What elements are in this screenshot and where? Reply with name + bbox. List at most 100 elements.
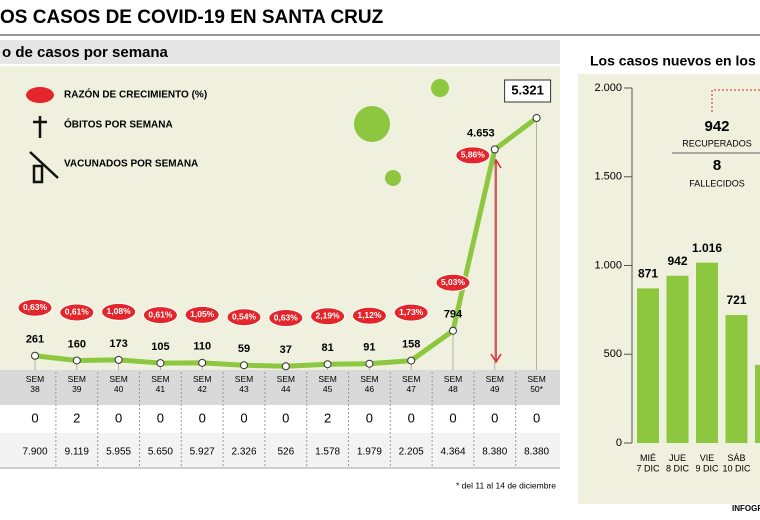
point	[114, 355, 123, 364]
value-label: 110	[193, 341, 211, 353]
week-label: SEM 41	[151, 374, 169, 394]
growth-ellipse	[393, 303, 429, 322]
week-label: SEM 40	[109, 374, 127, 394]
annotation: RECUPERADOS	[682, 138, 752, 148]
growth-ellipse	[184, 305, 220, 324]
value-label: 794	[444, 309, 463, 321]
virus-decoration	[354, 79, 449, 186]
point	[240, 361, 248, 370]
growth-ellipse	[101, 302, 137, 321]
growth-ellipse	[310, 307, 346, 326]
vaccinated-value: 4.364	[440, 447, 465, 458]
growth-ellipse	[435, 273, 471, 292]
y-tick-label: 1.500	[594, 171, 622, 183]
week-label: SEM 43	[235, 374, 253, 394]
legend-syringe	[29, 151, 59, 184]
bar	[725, 315, 748, 443]
point	[532, 114, 541, 122]
vaccinated-value: 8.380	[524, 447, 549, 458]
value-label: 158	[402, 338, 420, 350]
growth-label: 2,19%	[316, 310, 341, 320]
growth-label: 5,03%	[441, 277, 466, 287]
week-label: SEM 46	[360, 374, 378, 394]
y-tick-label: 500	[604, 348, 622, 360]
deaths-value: 0	[366, 410, 373, 425]
point	[156, 359, 165, 368]
legend-cross	[33, 116, 47, 138]
vaccinated-value: 5.955	[106, 447, 131, 458]
vaccinated-value: 1.578	[315, 447, 340, 458]
growth-ellipse	[142, 306, 178, 325]
value-label: 4.653	[467, 127, 495, 139]
vaccinated-value: 9.119	[65, 447, 90, 458]
vaccinated-value: 526	[277, 447, 294, 458]
value-label: 261	[26, 334, 44, 346]
growth-label: 0,61%	[65, 307, 90, 317]
growth-ellipse	[59, 303, 95, 322]
legend-label: VACUNADOS POR SEMANA	[64, 159, 198, 170]
deaths-value: 0	[157, 410, 164, 425]
deaths-value: 0	[449, 410, 456, 425]
footnote: * del 11 al 14 de diciembre	[456, 480, 556, 490]
value-label: 105	[151, 341, 169, 353]
deaths-value: 0	[491, 410, 498, 425]
point	[323, 360, 332, 369]
growth-label: 1,12%	[357, 310, 382, 320]
value-box	[504, 79, 552, 103]
left-title: o de casos por semana	[2, 44, 169, 61]
point	[407, 356, 416, 365]
value-label: 59	[238, 343, 250, 355]
vaccinated-value: 8.380	[482, 447, 507, 458]
vaccinated-value: 5.927	[190, 447, 215, 458]
deaths-value: 0	[115, 410, 122, 425]
legend-label: ÓBITOS POR SEMANA	[64, 118, 173, 131]
growth-ellipse	[351, 306, 387, 325]
annotation: 8	[713, 157, 721, 174]
growth-ellipse	[17, 298, 53, 317]
week-label: SEM 44	[277, 374, 295, 394]
growth-label: 0,61%	[148, 309, 173, 319]
x-tick-label: VIE 9 DIC	[695, 453, 719, 473]
vaccinated-row	[0, 433, 560, 467]
growth-label: 0,63%	[274, 312, 299, 322]
y-tick-label: 1.000	[594, 259, 622, 271]
deaths-value: 0	[533, 410, 540, 425]
x-tick-label: SÁB 10 DIC	[722, 453, 751, 473]
value-label: 871	[638, 267, 658, 281]
point	[31, 351, 39, 360]
bar	[666, 275, 689, 443]
value-label: 942	[667, 254, 687, 268]
deaths-value: 0	[199, 410, 206, 425]
main-title: OS CASOS DE COVID-19 EN SANTA CRUZ	[0, 7, 384, 28]
bar	[696, 262, 718, 443]
growth-label: 1,08%	[107, 306, 132, 316]
deaths-value: 0	[240, 410, 247, 425]
x-tick-label: MIÉ 7 DIC	[636, 453, 660, 473]
week-label: SEM 47	[402, 374, 420, 394]
week-label: SEM 38	[26, 374, 44, 394]
legend-ellipse	[26, 87, 54, 103]
value-label: 81	[321, 342, 333, 354]
value-label: 160	[68, 338, 86, 350]
point	[449, 326, 457, 335]
y-tick-label: 2.000	[594, 82, 622, 94]
growth-ellipse	[226, 308, 262, 327]
week-label: SEM 48	[444, 374, 462, 394]
value-label: 5.321	[511, 82, 544, 97]
value-label: 1.016	[692, 241, 722, 255]
deaths-value: 0	[282, 410, 289, 425]
value-label: 37	[280, 344, 292, 356]
point	[281, 362, 290, 371]
deaths-value: 0	[408, 410, 415, 425]
week-label: SEM 49	[486, 374, 504, 394]
annotation-arrow	[711, 89, 760, 112]
vaccinated-value: 7.900	[22, 447, 47, 458]
point	[198, 358, 207, 367]
week-row	[0, 370, 560, 405]
growth-ellipse	[455, 146, 491, 165]
deaths-row	[0, 405, 560, 433]
week-label: SEM 45	[318, 374, 336, 394]
